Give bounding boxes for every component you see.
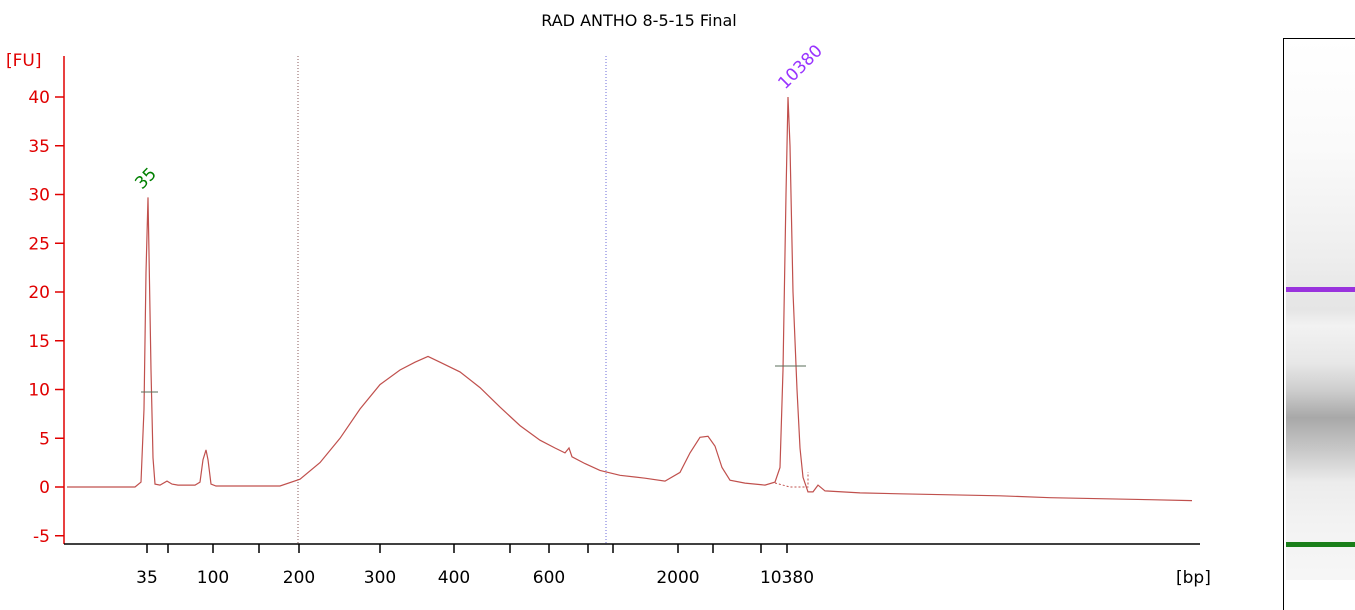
y-tick-label: 30 [28,186,50,206]
y-tick-group: -5 0 5 10 15 20 25 30 35 40 [28,88,64,547]
x-tick-label: 400 [438,568,470,588]
x-tick-group: 35 100 200 300 400 600 2000 10380 [136,544,814,588]
x-tick-label: 300 [364,568,396,588]
x-tick-label: 10380 [760,568,814,588]
y-tick-label: 5 [39,429,50,449]
y-tick-label: 0 [39,478,50,498]
y-tick-label: 10 [28,381,50,401]
x-tick-label: 2000 [656,568,699,588]
gel-image-panel [1283,38,1355,610]
x-tick-label: 100 [197,568,229,588]
gel-lane [1286,39,1355,580]
x-tick-label: 600 [533,568,565,588]
electropherogram-chart: RAD ANTHO 8-5-15 Final [FU] [bp] -5 0 5 10 1… [6,11,1211,588]
chart-title: RAD ANTHO 8-5-15 Final [541,11,736,30]
y-tick-label: 35 [28,137,50,157]
upper-marker-band [1286,287,1355,292]
y-tick-label: 25 [28,234,50,254]
lower-marker-band [1286,542,1355,547]
y-tick-label: 40 [28,88,50,108]
electropherogram-trace [67,96,1193,502]
y-tick-label: -5 [33,527,50,547]
x-axis-unit-label: [bp] [1176,568,1211,588]
peak-10380-baseline [774,472,809,488]
y-axis-unit-label: [FU] [6,51,42,71]
peak-label-35: 35 [131,164,160,193]
x-tick-label: 35 [136,568,158,588]
y-tick-label: 20 [28,283,50,303]
x-tick-label: 200 [283,568,315,588]
y-tick-label: 15 [28,332,50,352]
peak-label-10380: 10380 [774,41,826,93]
